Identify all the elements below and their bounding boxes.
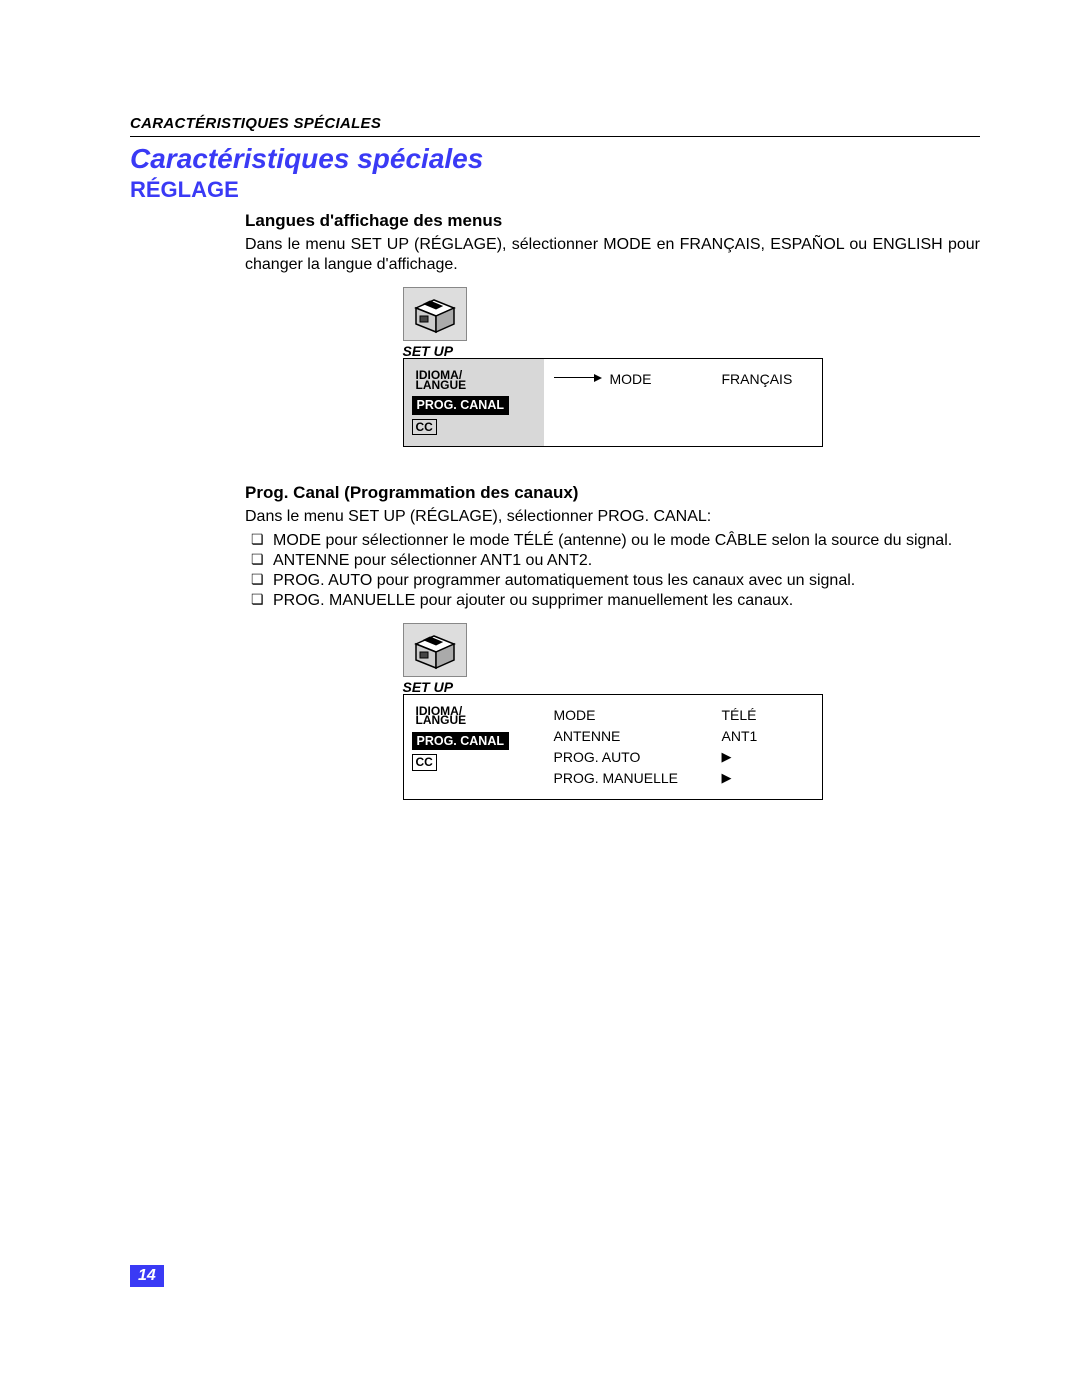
section1-heading: Langues d'affichage des menus xyxy=(245,211,980,231)
arrow-icon xyxy=(554,371,602,385)
osd2-left-item-0: IDIOMA/ LANGUE xyxy=(412,705,544,729)
setup-box-icon xyxy=(403,287,467,341)
osd1-row0-key: MODE xyxy=(610,369,722,390)
osd1-left-item-2: CC xyxy=(412,418,544,436)
section1-paragraph: Dans le menu SET UP (RÉGLAGE), sélection… xyxy=(245,235,980,275)
osd1-icon-label: SET UP xyxy=(403,343,823,359)
page-number: 14 xyxy=(130,1265,164,1287)
osd2-row3-key: PROG. MANUELLE xyxy=(554,768,722,789)
bullet-0: MODE pour sélectionner le mode TÉLÉ (ant… xyxy=(245,531,980,551)
osd2-left-item-1: PROG. CANAL xyxy=(412,732,544,754)
osd-menu-1: SET UP IDIOMA/ LANGUE PROG. CANAL CC xyxy=(403,287,823,447)
osd2-row2-key: PROG. AUTO xyxy=(554,747,722,768)
setup-box-icon xyxy=(403,623,467,677)
osd2-icon-label: SET UP xyxy=(403,679,823,695)
running-head: CARACTÉRISTIQUES SPÉCIALES xyxy=(130,115,980,137)
osd2-row1-value: ANT1 xyxy=(722,726,812,747)
page-subtitle: RÉGLAGE xyxy=(130,177,980,203)
page-title: Caractéristiques spéciales xyxy=(130,143,980,175)
osd-menu-2: SET UP IDIOMA/ LANGUE PROG. CANAL CC MOD… xyxy=(403,623,823,800)
osd1-left-item-0: IDIOMA/ LANGUE xyxy=(412,369,544,393)
osd2-row0-value: TÉLÉ xyxy=(722,705,812,726)
osd2-left-item-2: CC xyxy=(412,753,544,771)
osd2-row0-key: MODE xyxy=(554,705,722,726)
osd2-row2-value: ▶ xyxy=(722,747,812,768)
osd2-row1-key: ANTENNE xyxy=(554,726,722,747)
bullet-1: ANTENNE pour sélectionner ANT1 ou ANT2. xyxy=(245,551,980,571)
osd1-left-item-1: PROG. CANAL xyxy=(412,396,544,418)
section2-intro: Dans le menu SET UP (RÉGLAGE), sélection… xyxy=(245,507,980,527)
section2-bullets: MODE pour sélectionner le mode TÉLÉ (ant… xyxy=(245,531,980,611)
osd1-row0-value: FRANÇAIS xyxy=(722,369,812,390)
section2-heading: Prog. Canal (Programmation des canaux) xyxy=(245,483,980,503)
bullet-2: PROG. AUTO pour programmer automatiqueme… xyxy=(245,571,980,591)
osd2-row3-value: ▶ xyxy=(722,768,812,789)
bullet-3: PROG. MANUELLE pour ajouter ou supprimer… xyxy=(245,591,980,611)
